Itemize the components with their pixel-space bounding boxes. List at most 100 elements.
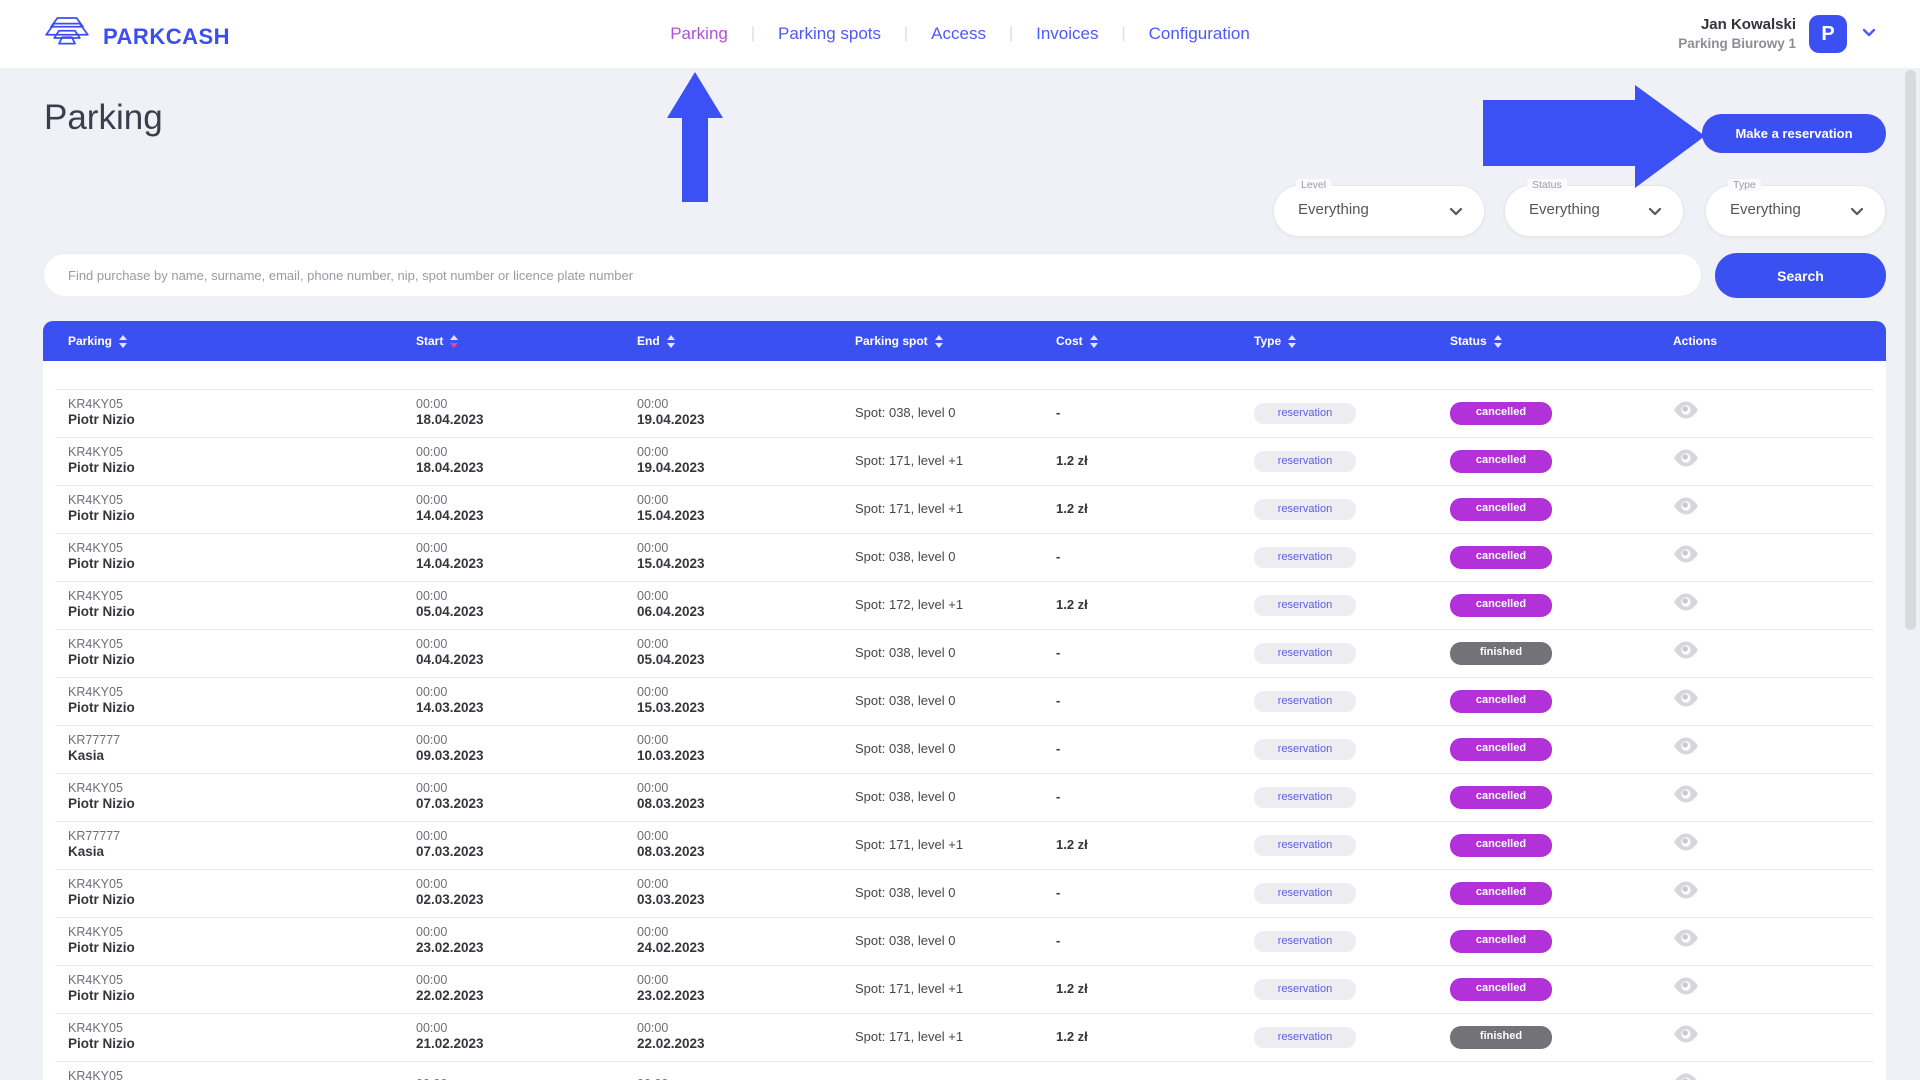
page-scrollbar[interactable] (1905, 68, 1918, 1080)
column-header-cost[interactable]: Cost (1056, 334, 1254, 348)
row-cost: 1.2 zł (1056, 836, 1088, 852)
chevron-down-icon (1850, 207, 1864, 216)
row-parking-spot: Spot: 171, level +1 (855, 452, 964, 468)
status-badge: cancelled (1450, 545, 1552, 569)
row-cost: 1.2 zł (1056, 500, 1088, 516)
column-header-start[interactable]: Start (416, 334, 637, 348)
row-end-time: 00:00 (637, 1020, 669, 1035)
row-start-date: 07.03.2023 (416, 796, 484, 812)
sort-icon-active-desc[interactable] (450, 334, 459, 348)
view-details-button[interactable] (1673, 1025, 1699, 1049)
row-start-time: 00:00 (416, 636, 448, 651)
row-end-time: 00:00 (637, 492, 669, 507)
view-details-button[interactable] (1673, 833, 1699, 857)
make-reservation-button[interactable]: Make a reservation (1702, 114, 1886, 153)
avatar[interactable]: P (1809, 15, 1847, 53)
row-licence-plate: KR4KY05 (68, 444, 123, 459)
row-licence-plate: KR4KY05 (68, 396, 123, 411)
nav-item-access[interactable]: Access (931, 24, 986, 43)
purchases-table: Parking Start End Parking spot Cost Type… (43, 321, 1886, 1080)
view-details-button[interactable] (1673, 449, 1699, 473)
view-details-button[interactable] (1673, 737, 1699, 761)
row-end-time: 00:00 (637, 588, 669, 603)
row-licence-plate: KR4KY05 (68, 588, 123, 603)
type-badge: reservation (1254, 642, 1356, 665)
sort-icon[interactable] (666, 334, 675, 348)
status-filter-select[interactable]: Status Everything (1504, 179, 1684, 237)
view-details-button[interactable] (1673, 1073, 1699, 1080)
view-details-button[interactable] (1673, 641, 1699, 665)
row-parking-spot: Spot: 172, level +1 (855, 596, 964, 612)
row-start-time: 00:00 (416, 588, 448, 603)
column-header-parking[interactable]: Parking (43, 334, 416, 348)
table-row: KR4KY05 Piotr Nizio 00:00 14.04.2023 00:… (43, 533, 1886, 581)
type-filter-value: Everything (1730, 201, 1801, 218)
eye-icon (1674, 401, 1698, 419)
view-details-button[interactable] (1673, 545, 1699, 569)
scrollbar-thumb[interactable] (1905, 70, 1916, 630)
user-info: Jan Kowalski Parking Biurowy 1 (1678, 15, 1796, 52)
row-cost: 1.2 zł (1056, 452, 1088, 468)
status-badge: finished (1450, 641, 1552, 665)
table-row: KR77777 Kasia 00:00 09.03.2023 00:00 10.… (43, 725, 1886, 773)
view-details-button[interactable] (1673, 497, 1699, 521)
sort-icon[interactable] (1089, 334, 1098, 348)
nav-item-parking-spots[interactable]: Parking spots (778, 24, 882, 43)
nav-item-invoices[interactable]: Invoices (1036, 24, 1099, 43)
column-header-type[interactable]: Type (1254, 334, 1450, 348)
row-parking-spot: Spot: 171, level +1 (855, 980, 964, 996)
level-filter-value: Everything (1298, 201, 1369, 218)
type-filter-select[interactable]: Type Everything (1705, 179, 1886, 237)
parkcash-logo[interactable]: PARKCASH (43, 13, 230, 60)
row-end-date: 23.02.2023 (637, 988, 705, 1004)
view-details-button[interactable] (1673, 977, 1699, 1001)
view-details-button[interactable] (1673, 593, 1699, 617)
row-licence-plate: KR4KY05 (68, 876, 123, 891)
chevron-down-icon[interactable] (1860, 23, 1878, 46)
table-row: KR4KY05 Piotr Nizio 00:00 04.04.2023 00:… (43, 629, 1886, 677)
row-start-date: 18.04.2023 (416, 460, 484, 476)
sort-icon[interactable] (934, 334, 943, 348)
type-badge: reservation (1254, 834, 1356, 857)
row-start-time: 00:00 (416, 972, 448, 987)
status-badge: cancelled (1450, 689, 1552, 713)
sort-icon[interactable] (119, 334, 128, 348)
row-licence-plate: KR4KY05 (68, 636, 123, 651)
row-end-time: 00:00 (637, 828, 669, 843)
search-input[interactable] (43, 253, 1702, 297)
status-badge: cancelled (1450, 881, 1552, 905)
column-header-end[interactable]: End (637, 334, 855, 348)
status-badge: cancelled (1450, 929, 1552, 953)
chevron-down-icon (1648, 207, 1662, 216)
view-details-button[interactable] (1673, 881, 1699, 905)
search-button[interactable]: Search (1715, 253, 1886, 298)
nav-item-configuration[interactable]: Configuration (1148, 24, 1250, 43)
row-end-time: 00:00 (637, 780, 669, 795)
view-details-button[interactable] (1673, 689, 1699, 713)
row-customer-name: Piotr Nizio (68, 892, 135, 908)
nav-item-parking[interactable]: Parking (670, 24, 728, 43)
user-menu[interactable]: Jan Kowalski Parking Biurowy 1 P (1678, 0, 1878, 68)
row-end-date: 10.03.2023 (637, 748, 705, 764)
view-details-button[interactable] (1673, 929, 1699, 953)
row-customer-name: Piotr Nizio (68, 508, 135, 524)
sort-icon[interactable] (1288, 334, 1297, 348)
row-end-date: 19.04.2023 (637, 460, 705, 476)
level-filter-select[interactable]: Level Everything (1273, 179, 1485, 237)
eye-icon (1674, 545, 1698, 563)
row-start-time: 00:00 (416, 444, 448, 459)
eye-icon (1674, 497, 1698, 515)
row-parking-spot: Spot: 171, level +1 (855, 1028, 964, 1044)
sort-icon[interactable] (1493, 334, 1502, 348)
row-cost: - (1056, 548, 1061, 564)
column-header-actions: Actions (1673, 334, 1718, 348)
row-start-date: 14.04.2023 (416, 556, 484, 572)
column-header-parking-spot[interactable]: Parking spot (855, 334, 1056, 348)
view-details-button[interactable] (1673, 401, 1699, 425)
column-header-status[interactable]: Status (1450, 334, 1643, 348)
view-details-button[interactable] (1673, 785, 1699, 809)
row-customer-name: Piotr Nizio (68, 1036, 135, 1052)
row-end-date: 05.04.2023 (637, 652, 705, 668)
row-start-time: 00:00 (416, 396, 448, 411)
table-row: KR77777 Kasia 00:00 07.03.2023 00:00 08.… (43, 821, 1886, 869)
